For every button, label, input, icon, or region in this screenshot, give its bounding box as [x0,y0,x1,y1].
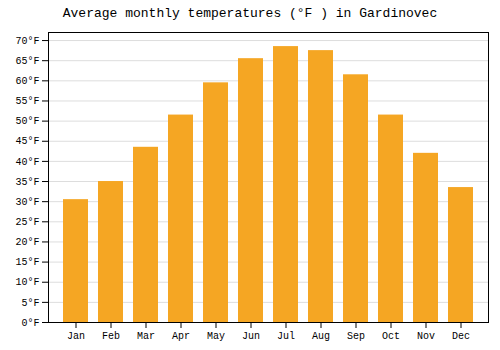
svg-text:Sep: Sep [347,331,365,342]
svg-text:50°F: 50°F [15,116,39,127]
svg-text:60°F: 60°F [15,76,39,87]
svg-text:55°F: 55°F [15,96,39,107]
svg-text:Feb: Feb [102,331,120,342]
svg-text:Jun: Jun [242,331,260,342]
svg-text:40°F: 40°F [15,157,39,168]
svg-text:25°F: 25°F [15,217,39,228]
svg-text:35°F: 35°F [15,177,39,188]
svg-text:45°F: 45°F [15,136,39,147]
svg-text:Apr: Apr [172,331,190,342]
svg-text:Aug: Aug [312,331,330,342]
svg-text:20°F: 20°F [15,237,39,248]
svg-text:Jan: Jan [67,331,85,342]
svg-text:Nov: Nov [417,331,435,342]
svg-text:65°F: 65°F [15,56,39,67]
svg-text:30°F: 30°F [15,197,39,208]
html-text:Average monthly temperatures (: Average monthly temperatures (°F ) in Ga… [62,6,438,21]
svg-text:May: May [207,331,225,342]
svg-text:Mar: Mar [137,331,155,342]
svg-text:70°F: 70°F [15,36,39,47]
svg-text:15°F: 15°F [15,257,39,268]
svg-text:5°F: 5°F [21,298,39,309]
svg-text:Oct: Oct [382,331,400,342]
svg-text:Jul: Jul [277,331,295,342]
svg-text:10°F: 10°F [15,277,39,288]
svg-text:Dec: Dec [452,331,470,342]
svg-text:0°F: 0°F [21,318,39,329]
